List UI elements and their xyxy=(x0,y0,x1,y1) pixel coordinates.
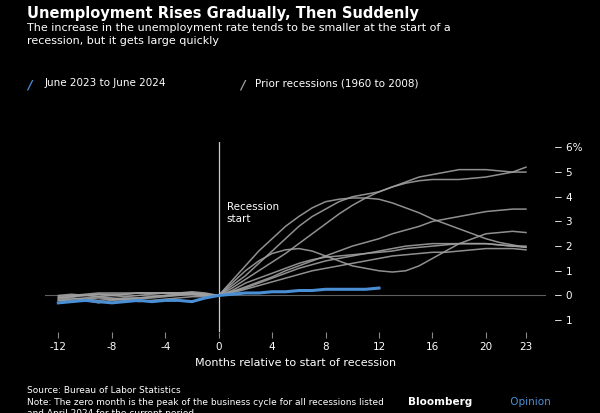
Text: Prior recessions (1960 to 2008): Prior recessions (1960 to 2008) xyxy=(255,78,419,88)
Text: The increase in the unemployment rate tends to be smaller at the start of a
rece: The increase in the unemployment rate te… xyxy=(27,23,451,45)
Text: /: / xyxy=(240,78,245,91)
Text: Bloomberg: Bloomberg xyxy=(408,397,472,407)
X-axis label: Months relative to start of recession: Months relative to start of recession xyxy=(195,358,396,368)
Text: June 2023 to June 2024: June 2023 to June 2024 xyxy=(45,78,167,88)
Text: Source: Bureau of Labor Statistics
Note: The zero month is the peak of the busin: Source: Bureau of Labor Statistics Note:… xyxy=(27,386,384,413)
Text: Recession
start: Recession start xyxy=(227,202,279,224)
Text: Unemployment Rises Gradually, Then Suddenly: Unemployment Rises Gradually, Then Sudde… xyxy=(27,6,419,21)
Text: /: / xyxy=(27,78,32,91)
Text: Opinion: Opinion xyxy=(507,397,551,407)
